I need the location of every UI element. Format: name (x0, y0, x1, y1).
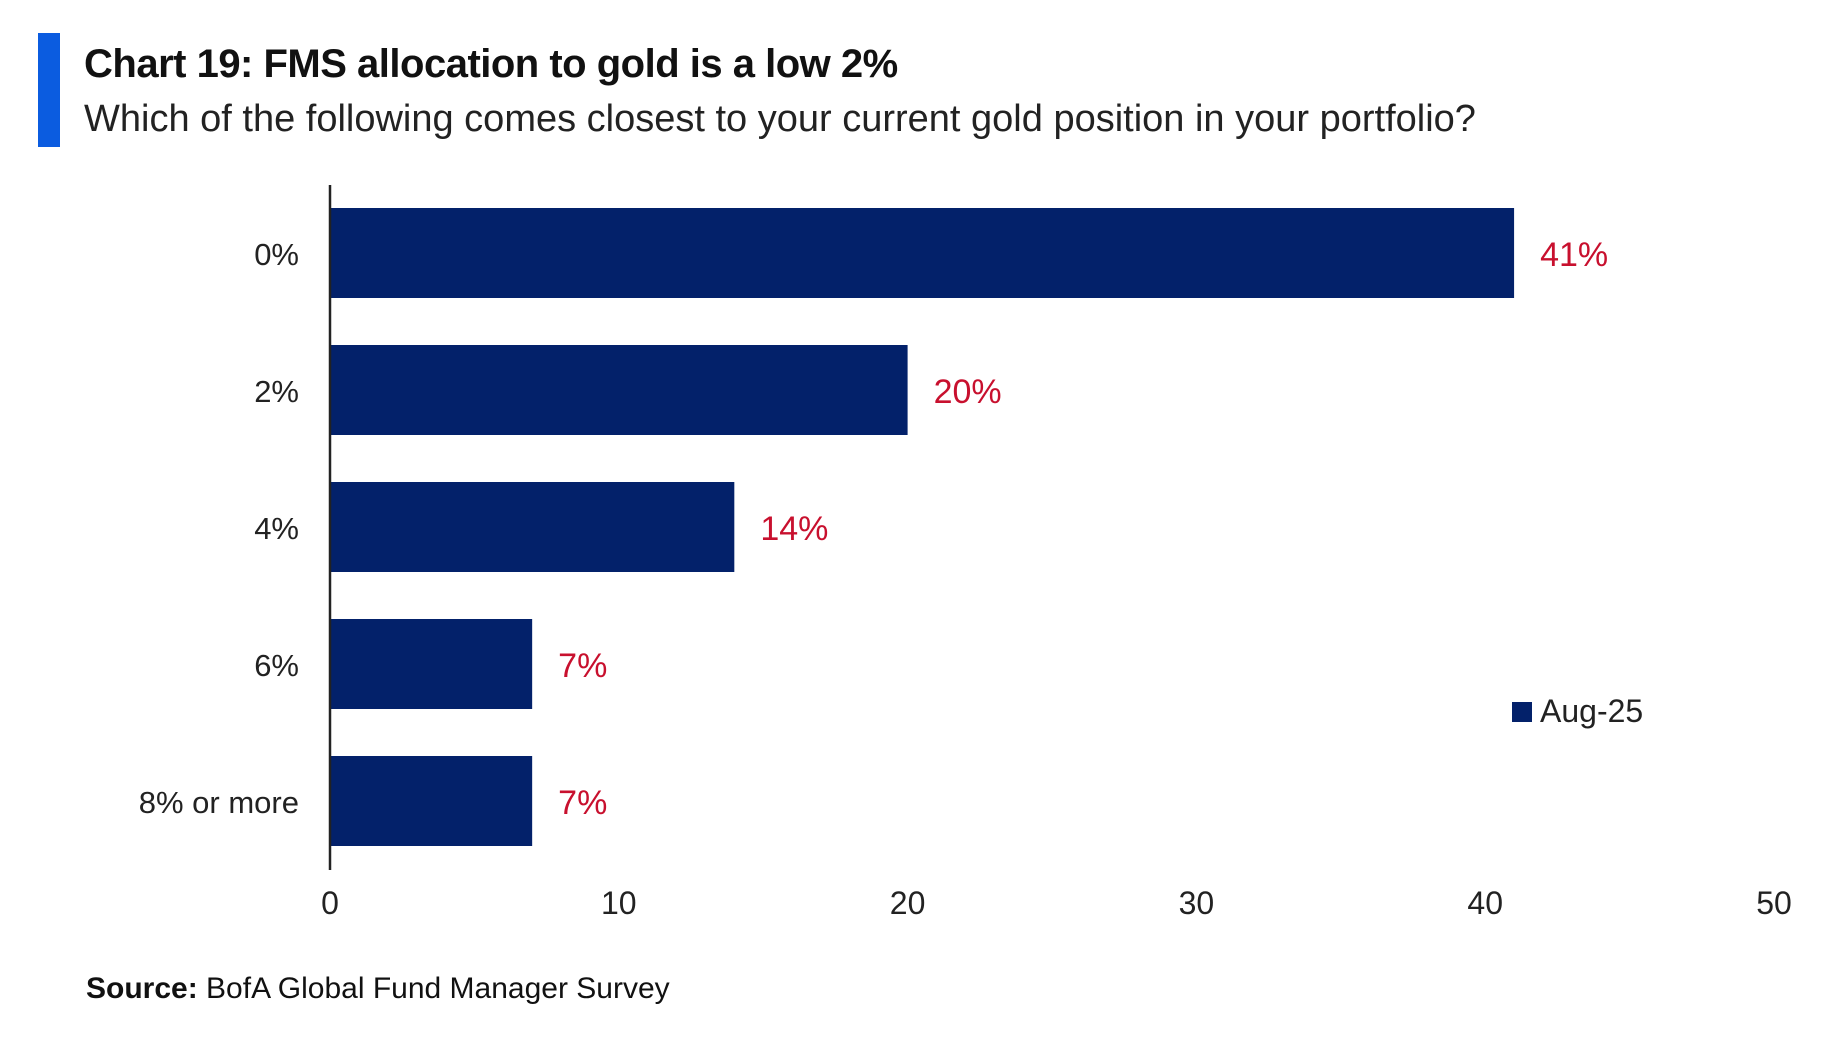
bar (330, 482, 735, 572)
category-label: 6% (254, 648, 299, 683)
legend-label: Aug-25 (1540, 693, 1643, 729)
source-note: Source: BofA Global Fund Manager Survey (86, 972, 670, 1006)
legend-swatch (1512, 702, 1532, 722)
data-label: 41% (1540, 236, 1608, 274)
x-tick-label: 50 (1756, 885, 1792, 921)
source-label: Source: (86, 972, 198, 1005)
x-tick-label: 30 (1179, 885, 1215, 921)
data-label: 20% (934, 373, 1002, 411)
bar (330, 756, 533, 846)
bar (330, 619, 533, 709)
category-label: 0% (254, 237, 299, 272)
category-label: 4% (254, 511, 299, 546)
x-tick-label: 0 (321, 885, 339, 921)
chart-subtitle: Which of the following comes closest to … (84, 98, 1476, 140)
data-label: 7% (558, 784, 607, 822)
x-tick-label: 10 (601, 885, 637, 921)
category-label: 2% (254, 374, 299, 409)
x-tick-label: 20 (890, 885, 926, 921)
chart-title: Chart 19: FMS allocation to gold is a lo… (84, 42, 898, 86)
bar (330, 208, 1515, 298)
category-label: 8% or more (139, 785, 299, 820)
bar (330, 345, 908, 435)
data-label: 14% (760, 510, 828, 548)
x-tick-label: 40 (1467, 885, 1503, 921)
data-label: 7% (558, 647, 607, 685)
accent-bar (38, 33, 60, 147)
source-text: BofA Global Fund Manager Survey (206, 972, 670, 1005)
